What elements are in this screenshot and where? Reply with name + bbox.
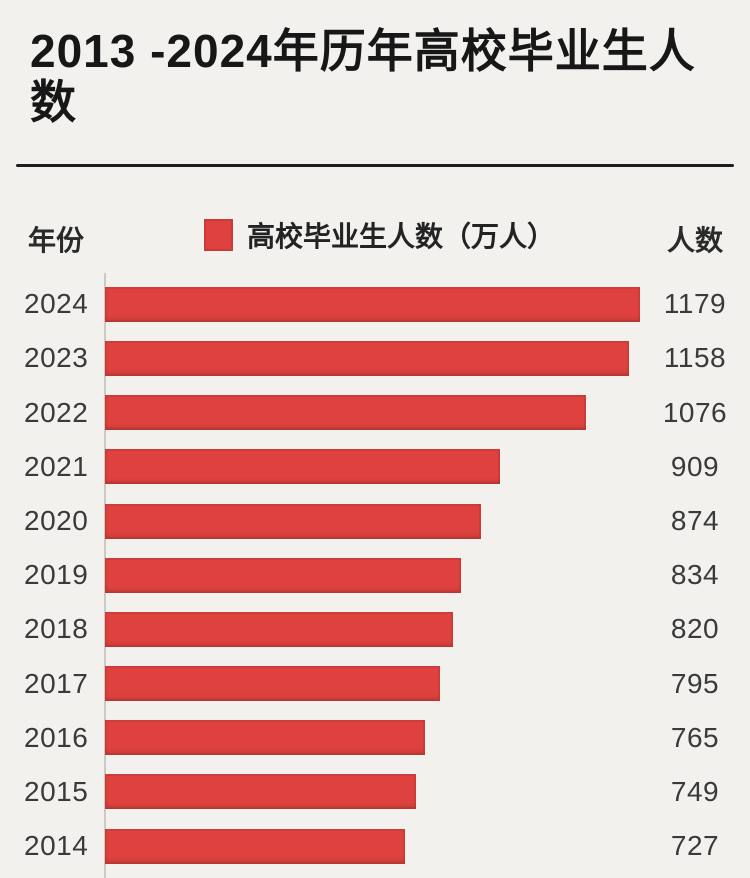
bar [105, 449, 500, 485]
bar [105, 395, 587, 431]
chart-row: 2015 749 [0, 765, 750, 819]
year-label: 2021 [24, 450, 89, 482]
value-label: 795 [670, 667, 720, 699]
bar-track [105, 503, 640, 539]
chart-row: 2019 834 [0, 548, 750, 602]
bar-track [105, 720, 640, 756]
year-label: 2022 [24, 396, 89, 428]
legend-label: 高校毕业生人数（万人） [247, 221, 556, 253]
bar-track [105, 774, 640, 810]
value-label: 1076 [662, 396, 728, 428]
chart-row: 2023 1158 [0, 331, 750, 385]
year-label: 2017 [24, 667, 89, 699]
bar-track [105, 449, 640, 485]
value-label: 909 [670, 450, 720, 482]
year-column-header: 年份 [28, 225, 85, 257]
bar-track [105, 557, 640, 593]
year-label: 2023 [24, 342, 89, 374]
legend-swatch-icon [204, 219, 233, 252]
chart-row: 2017 795 [0, 657, 750, 711]
bar [105, 286, 640, 322]
value-label: 749 [670, 775, 720, 807]
chart-row: 2016 765 [0, 711, 750, 765]
year-label: 2018 [24, 613, 89, 645]
bar [105, 828, 405, 864]
value-label: 820 [670, 613, 720, 645]
bar [105, 340, 630, 376]
value-label: 834 [670, 559, 720, 591]
year-label: 2015 [24, 775, 89, 807]
year-label: 2019 [24, 559, 89, 591]
bar-track [105, 286, 640, 322]
bar [105, 611, 454, 647]
title-divider [16, 164, 734, 168]
bar-track [105, 611, 640, 647]
year-label: 2016 [24, 721, 89, 753]
bar [105, 720, 425, 756]
bar-track [105, 340, 640, 376]
chart-row: 2013 699 [0, 873, 750, 878]
bar [105, 557, 461, 593]
value-label: 727 [670, 830, 720, 862]
value-label: 1158 [663, 342, 727, 374]
page-title: 2013 -2024年历年高校毕业生人数 [30, 25, 696, 128]
chart-row: 2018 820 [0, 602, 750, 656]
count-column-header: 人数 [666, 225, 723, 257]
bar-track [105, 395, 640, 431]
chart-row: 2024 1179 [0, 277, 750, 331]
chart-legend: 高校毕业生人数（万人） [204, 215, 555, 255]
year-label: 2024 [24, 288, 89, 320]
bar [105, 666, 441, 702]
chart-row: 2014 727 [0, 819, 750, 873]
bar [105, 503, 482, 539]
year-label: 2014 [24, 830, 89, 862]
value-label: 1179 [663, 288, 727, 320]
year-label: 2020 [24, 505, 89, 537]
value-label: 874 [670, 505, 720, 537]
chart-row: 2022 1076 [0, 386, 750, 440]
chart-row: 2020 874 [0, 494, 750, 548]
bar-track [105, 828, 640, 864]
bar-chart: 2024 1179 2023 1158 2022 1076 2021 909 2… [0, 273, 750, 878]
bar [105, 774, 417, 810]
chart-header-row: 年份 高校毕业生人数（万人） 人数 [0, 215, 750, 256]
bar-track [105, 666, 640, 702]
value-label: 765 [670, 721, 720, 753]
chart-row: 2021 909 [0, 440, 750, 494]
